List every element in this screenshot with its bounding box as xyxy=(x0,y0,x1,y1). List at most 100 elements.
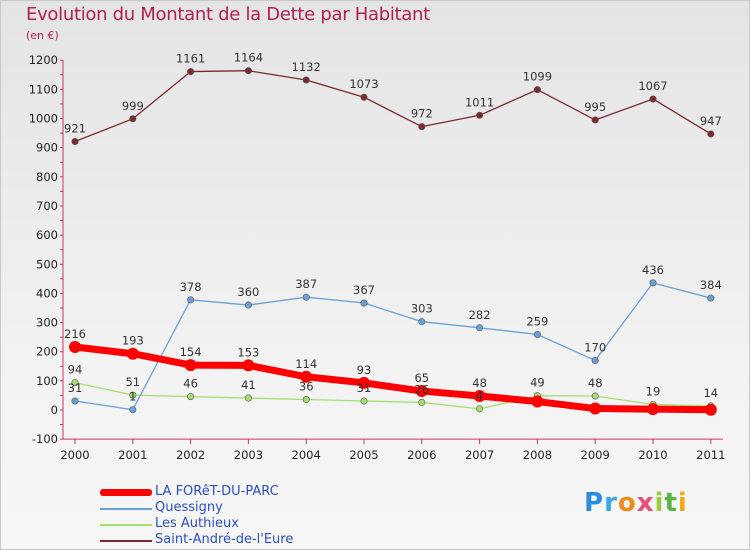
data-label: 48 xyxy=(472,376,487,390)
data-label: 41 xyxy=(241,378,256,392)
data-label: 31 xyxy=(68,381,83,395)
data-point xyxy=(129,391,137,399)
data-point xyxy=(418,123,426,131)
data-point xyxy=(704,403,717,416)
y-tick-label: 400 xyxy=(36,286,58,300)
data-point xyxy=(302,293,310,301)
legend-swatch xyxy=(100,540,152,542)
data-point xyxy=(533,86,541,94)
data-point xyxy=(649,279,657,287)
data-label: 26 xyxy=(414,382,429,396)
data-label: 1099 xyxy=(523,70,552,84)
data-label: 947 xyxy=(700,114,722,128)
y-tick-label: 1000 xyxy=(29,112,58,126)
series-line xyxy=(74,70,712,143)
x-tick-label: 2010 xyxy=(638,448,667,462)
y-tick-label: 800 xyxy=(36,170,58,184)
data-label: 1 xyxy=(129,390,136,404)
data-label: 1161 xyxy=(176,52,205,66)
data-point xyxy=(129,115,137,123)
data-point xyxy=(418,318,426,326)
data-point xyxy=(476,111,484,119)
y-tick-label: 600 xyxy=(36,228,58,242)
data-point xyxy=(187,296,195,304)
y-tick-label: -100 xyxy=(32,432,58,446)
y-tick-label: 300 xyxy=(36,316,58,330)
data-point xyxy=(242,359,255,372)
data-point xyxy=(591,356,599,364)
x-tick-label: 2008 xyxy=(523,448,552,462)
y-tick-label: 200 xyxy=(36,345,58,359)
data-point xyxy=(184,359,197,372)
x-tick-label: 2002 xyxy=(176,448,205,462)
legend-label: Quessigny xyxy=(155,500,223,515)
x-tick-label: 2011 xyxy=(696,448,725,462)
data-point xyxy=(360,299,368,307)
chart-subtitle: (en €) xyxy=(26,29,59,42)
data-point xyxy=(707,294,715,302)
series-line xyxy=(71,343,715,414)
data-point xyxy=(591,116,599,124)
data-label: 384 xyxy=(700,278,722,292)
x-tick-label: 2001 xyxy=(118,448,147,462)
data-label: 19 xyxy=(646,384,661,398)
legend-swatch xyxy=(100,524,152,526)
legend-label: Les Authieux xyxy=(155,516,239,531)
data-point xyxy=(418,398,426,406)
data-label: 31 xyxy=(357,381,372,395)
data-label: 94 xyxy=(68,363,83,377)
data-point xyxy=(476,324,484,332)
x-tick-label: 2007 xyxy=(465,448,494,462)
y-tick-label: 0 xyxy=(51,403,58,417)
data-point xyxy=(300,370,313,383)
data-point xyxy=(187,68,195,76)
logo-letter: o xyxy=(617,488,637,518)
data-point xyxy=(473,390,486,403)
data-label: 282 xyxy=(469,308,491,322)
data-point xyxy=(358,376,370,389)
x-tick-label: 2004 xyxy=(292,448,321,462)
logo-letter: i xyxy=(677,488,688,518)
data-label: 360 xyxy=(237,285,259,299)
data-label: 216 xyxy=(64,327,86,341)
data-label: 1067 xyxy=(638,79,667,93)
data-label: 4 xyxy=(476,389,483,403)
x-tick-label: 2009 xyxy=(581,448,610,462)
data-label: 49 xyxy=(530,376,545,390)
data-label: 51 xyxy=(125,375,140,389)
series-line xyxy=(74,282,712,411)
data-point xyxy=(360,93,368,101)
data-label: 972 xyxy=(411,107,433,121)
data-point xyxy=(244,301,252,309)
logo-letter: x xyxy=(636,488,655,518)
x-tick-label: 2003 xyxy=(234,448,263,462)
data-label: 436 xyxy=(642,263,664,277)
data-label: 193 xyxy=(122,334,144,348)
data-label: 1073 xyxy=(349,77,378,91)
logo-letter: i xyxy=(654,488,665,518)
data-point xyxy=(707,130,715,138)
y-tick-label: 1200 xyxy=(29,53,58,67)
data-point xyxy=(69,341,81,354)
data-point xyxy=(649,95,657,103)
data-label: 995 xyxy=(584,100,606,114)
data-point xyxy=(129,406,137,414)
data-label: 1011 xyxy=(465,95,494,109)
data-point xyxy=(244,394,252,402)
data-label: 259 xyxy=(526,315,548,329)
data-point xyxy=(647,403,659,416)
x-tick-label: 2000 xyxy=(60,448,89,462)
logo-letter: r xyxy=(604,488,618,518)
logo-letter: P xyxy=(584,488,605,518)
proxiti-logo: Proxiti xyxy=(584,488,688,518)
data-point xyxy=(71,397,79,405)
legend-swatch xyxy=(100,508,152,510)
y-tick-label: 900 xyxy=(36,141,58,155)
data-point xyxy=(531,395,544,408)
x-tick-label: 2005 xyxy=(349,448,378,462)
data-point xyxy=(71,138,79,146)
data-label: 170 xyxy=(584,340,606,354)
data-label: 153 xyxy=(237,345,259,359)
